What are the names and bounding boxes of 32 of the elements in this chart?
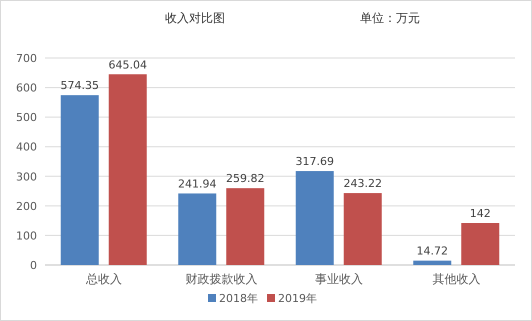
y-tick-label: 300 — [16, 170, 37, 184]
y-tick-label: 600 — [16, 82, 37, 95]
data-label: 241.94 — [178, 177, 216, 190]
y-tick-label: 700 — [16, 52, 37, 65]
y-tick-label: 500 — [16, 111, 37, 124]
y-tick-label: 200 — [16, 200, 37, 213]
bar — [461, 223, 500, 265]
data-label: 259.82 — [226, 172, 264, 186]
y-tick-label: 100 — [16, 229, 37, 242]
bar — [60, 95, 99, 265]
data-label: 317.69 — [296, 155, 334, 168]
y-tick-label: 400 — [16, 140, 37, 154]
legend-label: 2019年 — [278, 292, 317, 305]
legend-label: 2018年 — [219, 292, 258, 305]
data-label: 574.35 — [60, 79, 99, 92]
x-tick-label: 财政拨款收入 — [185, 272, 258, 286]
x-tick-label: 事业收入 — [314, 272, 363, 286]
data-label: 14.72 — [416, 244, 448, 258]
x-tick-label: 其他收入 — [432, 272, 480, 286]
chart-title: 收入对比图 — [165, 11, 225, 25]
bar — [344, 193, 382, 265]
data-label: 243.22 — [344, 177, 382, 190]
bar — [413, 260, 452, 265]
bar — [178, 193, 216, 265]
chart-subtitle: 单位：万元 — [360, 11, 420, 25]
data-label: 142 — [470, 207, 491, 220]
data-label: 645.04 — [108, 58, 147, 72]
bar — [108, 74, 147, 265]
bar — [226, 188, 264, 265]
y-tick-label: 0 — [30, 259, 37, 272]
bar — [296, 171, 334, 265]
x-tick-label: 总收入 — [84, 272, 122, 286]
